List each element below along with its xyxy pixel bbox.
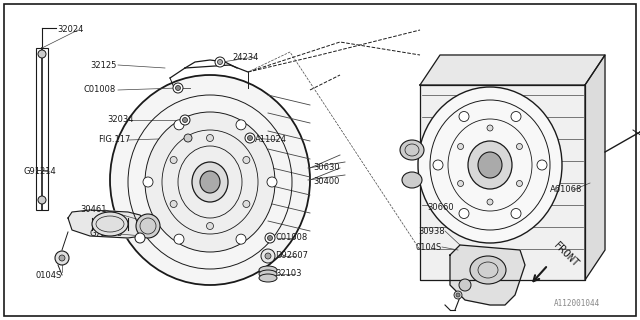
Circle shape (268, 236, 273, 241)
Circle shape (267, 177, 277, 187)
Text: 30660: 30660 (427, 203, 454, 212)
Text: 30400: 30400 (313, 177, 339, 186)
Circle shape (516, 143, 522, 149)
Circle shape (459, 209, 469, 219)
Circle shape (456, 293, 460, 297)
Text: 0104S: 0104S (36, 270, 62, 279)
Polygon shape (68, 210, 148, 238)
Circle shape (218, 60, 223, 65)
Ellipse shape (110, 75, 310, 285)
Circle shape (38, 50, 46, 58)
Polygon shape (420, 55, 605, 85)
Text: 30630: 30630 (313, 164, 340, 172)
Circle shape (170, 156, 177, 164)
Text: G72808: G72808 (90, 229, 123, 238)
Text: A11024: A11024 (255, 135, 287, 145)
Circle shape (143, 177, 153, 187)
Polygon shape (420, 85, 585, 280)
Circle shape (265, 253, 271, 259)
Circle shape (459, 279, 471, 291)
Circle shape (215, 57, 225, 67)
Circle shape (459, 111, 469, 122)
Circle shape (236, 120, 246, 130)
Ellipse shape (145, 112, 275, 252)
Circle shape (243, 156, 250, 164)
Circle shape (537, 160, 547, 170)
Circle shape (174, 234, 184, 244)
Circle shape (248, 135, 253, 140)
Circle shape (265, 233, 275, 243)
Circle shape (207, 222, 214, 229)
Ellipse shape (92, 212, 128, 236)
Ellipse shape (136, 214, 160, 238)
Text: A112001044: A112001044 (554, 299, 600, 308)
Circle shape (38, 196, 46, 204)
Circle shape (458, 180, 463, 187)
Circle shape (180, 115, 190, 125)
Ellipse shape (400, 140, 424, 160)
Circle shape (236, 234, 246, 244)
Ellipse shape (259, 270, 277, 278)
Text: G91214: G91214 (23, 167, 56, 177)
Text: A61068: A61068 (550, 186, 582, 195)
Circle shape (243, 201, 250, 207)
Circle shape (174, 120, 184, 130)
Circle shape (173, 83, 183, 93)
Circle shape (454, 291, 462, 299)
Text: FIG.117: FIG.117 (98, 135, 131, 145)
Circle shape (175, 85, 180, 91)
Ellipse shape (468, 141, 512, 189)
Circle shape (511, 111, 521, 122)
Circle shape (182, 117, 188, 123)
Text: 24234: 24234 (232, 52, 259, 61)
Circle shape (135, 233, 145, 243)
Text: C01008: C01008 (84, 85, 116, 94)
Circle shape (487, 125, 493, 131)
Text: 0104S: 0104S (415, 243, 441, 252)
Ellipse shape (418, 87, 562, 243)
Circle shape (245, 133, 255, 143)
Circle shape (487, 199, 493, 205)
Polygon shape (585, 55, 605, 280)
Text: 30461: 30461 (80, 205, 106, 214)
Ellipse shape (470, 256, 506, 284)
Text: D92607: D92607 (275, 252, 308, 260)
Text: 32034: 32034 (107, 116, 134, 124)
Circle shape (59, 255, 65, 261)
Circle shape (516, 180, 522, 187)
Circle shape (207, 134, 214, 141)
Circle shape (184, 134, 192, 142)
Text: 32024: 32024 (57, 26, 83, 35)
Circle shape (511, 209, 521, 219)
Bar (36, 48, 48, 210)
Circle shape (55, 251, 69, 265)
Ellipse shape (478, 152, 502, 178)
Ellipse shape (192, 162, 228, 202)
Text: FRONT: FRONT (551, 241, 580, 270)
Circle shape (433, 160, 443, 170)
Text: 30938: 30938 (418, 227, 445, 236)
Ellipse shape (200, 171, 220, 193)
Polygon shape (450, 245, 525, 305)
Text: 32125: 32125 (90, 60, 116, 69)
Circle shape (170, 201, 177, 207)
Ellipse shape (259, 274, 277, 282)
Ellipse shape (259, 266, 277, 274)
Circle shape (261, 249, 275, 263)
Text: C01008: C01008 (275, 234, 307, 243)
Circle shape (458, 143, 463, 149)
Text: 32103: 32103 (275, 269, 301, 278)
Ellipse shape (402, 172, 422, 188)
